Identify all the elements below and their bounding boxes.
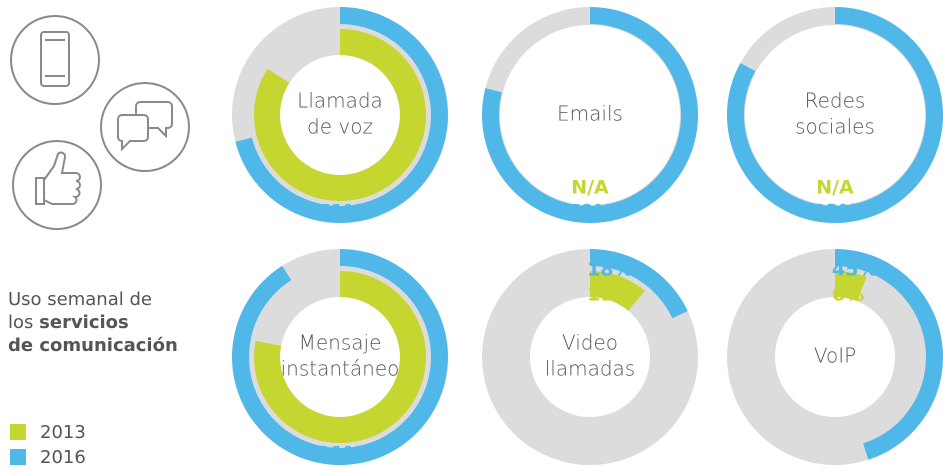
donut-label: Video — [562, 331, 618, 355]
chat-icon-circle — [100, 82, 190, 172]
donut-arc — [835, 249, 943, 460]
value-label: 18% — [587, 259, 632, 281]
donut-label: Emails — [557, 102, 623, 126]
chat-icon — [135, 101, 173, 139]
donut-label: Mensaje — [299, 331, 382, 355]
donut-arc — [590, 249, 688, 319]
value-label: 71% — [317, 201, 362, 223]
value-label: 6% — [832, 284, 864, 306]
value-label: 91% — [317, 443, 362, 465]
donut-label: Redes — [805, 89, 866, 113]
thumb-icon — [35, 151, 81, 205]
legend-swatch — [10, 449, 26, 465]
donut-arc — [835, 271, 867, 302]
donut-arc — [254, 29, 427, 201]
subtitle: de comunicación — [8, 335, 178, 356]
donut-label: llamadas — [545, 357, 635, 381]
subtitle: los servicios — [8, 312, 129, 333]
icons — [10, 15, 190, 230]
donut-label: Llamada — [297, 89, 383, 113]
subtitle-part: los — [8, 312, 33, 333]
subtitle-part: servicios — [39, 312, 129, 333]
donut-arc — [590, 271, 645, 311]
donut-label: instantáneo — [281, 357, 400, 381]
value-label: 45% — [832, 259, 877, 281]
donut-remainder — [726, 249, 943, 465]
legend-label: 2013 — [40, 422, 86, 443]
chat-icon — [117, 114, 149, 152]
phone-icon — [40, 31, 70, 87]
value-label: N/A — [816, 177, 854, 199]
donut-remainder — [482, 249, 699, 466]
donut-label: VoIP — [814, 344, 856, 368]
subtitle: Uso semanal de — [8, 289, 152, 310]
value-label: 83% — [812, 201, 857, 223]
donut-label: de voz — [307, 115, 373, 139]
value-label: 78% — [317, 419, 362, 441]
thumb-icon-circle — [12, 140, 102, 230]
legend-label: 2016 — [40, 447, 86, 468]
donut-label: sociales — [795, 115, 875, 139]
value-label: 79% — [567, 201, 612, 223]
legend-swatch — [10, 424, 26, 440]
value-label: 84% — [317, 177, 362, 199]
phone-icon-circle — [10, 15, 100, 105]
value-label: 11% — [587, 284, 632, 306]
donut-arc — [253, 271, 427, 444]
value-label: N/A — [571, 177, 609, 199]
